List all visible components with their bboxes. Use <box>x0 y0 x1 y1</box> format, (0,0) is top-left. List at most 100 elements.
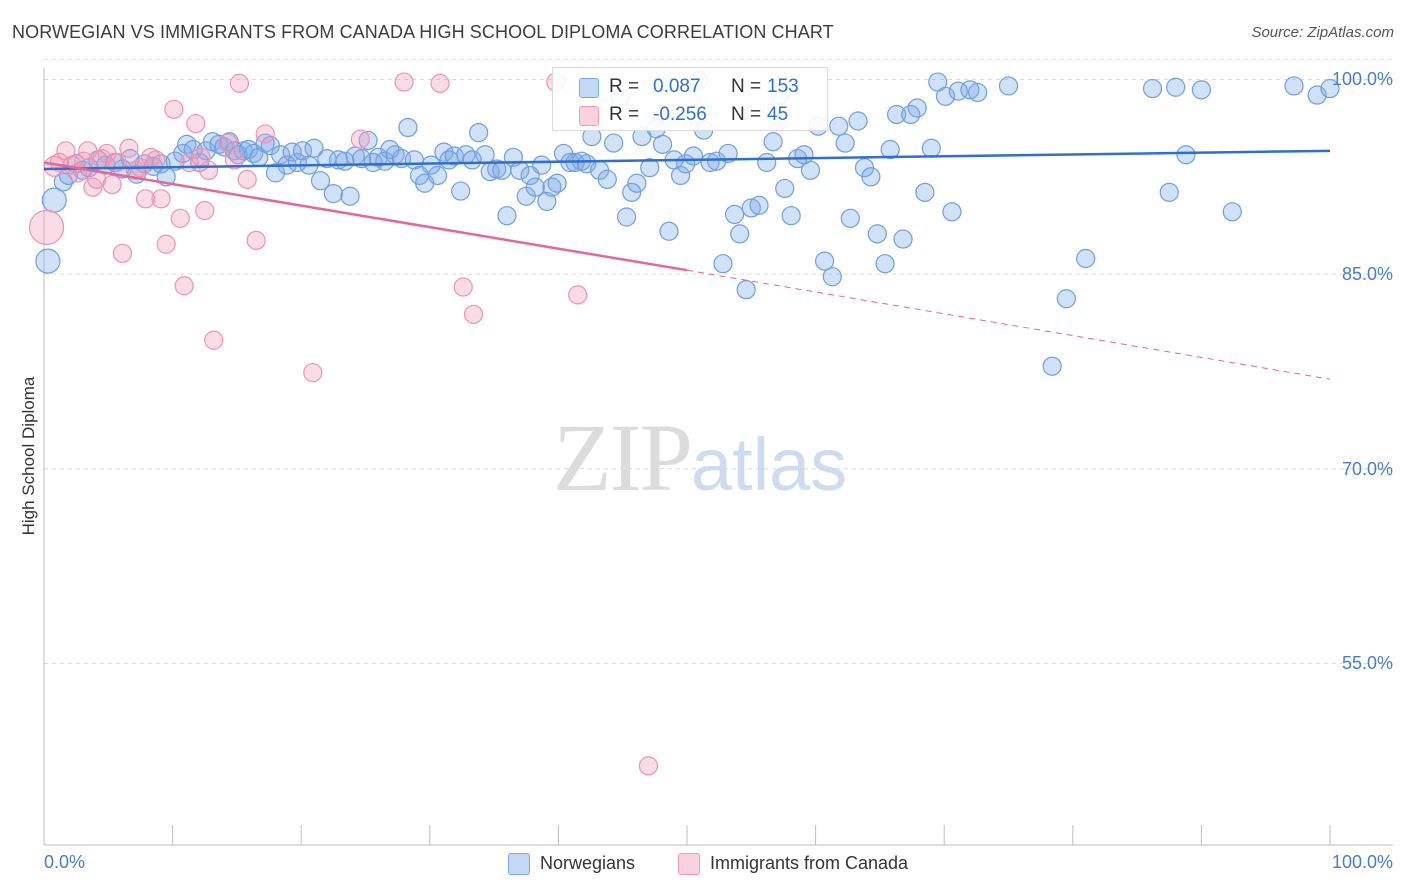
point-norwegians <box>968 82 988 103</box>
point-canada <box>156 234 176 254</box>
point-canada <box>237 169 257 189</box>
trend-lines <box>43 149 1331 380</box>
point-norwegians <box>800 160 821 180</box>
point-norwegians <box>829 116 849 136</box>
point-norwegians <box>659 221 679 241</box>
point-canada <box>199 160 219 180</box>
legend-swatch-norwegians <box>508 853 530 875</box>
point-canada <box>146 150 166 170</box>
trend-line-canada <box>43 161 688 272</box>
point-norwegians <box>757 152 777 173</box>
point-canada <box>186 113 206 134</box>
point-canada <box>463 304 484 324</box>
point-canada <box>204 330 224 350</box>
point-norwegians <box>942 202 962 222</box>
point-canada <box>350 129 370 149</box>
n-value: 153 <box>767 76 799 97</box>
point-canada <box>56 141 76 161</box>
point-norwegians <box>749 195 769 215</box>
point-norwegians <box>282 142 302 162</box>
point-norwegians <box>960 80 980 100</box>
point-norwegians <box>1159 182 1179 202</box>
point-norwegians <box>271 145 291 165</box>
point-norwegians <box>304 138 324 158</box>
r-label: R = <box>609 76 640 97</box>
point-norwegians <box>1042 356 1062 376</box>
point-norwegians <box>622 182 642 202</box>
point-norwegians <box>1166 77 1186 97</box>
point-canada <box>170 208 190 228</box>
point-canada <box>568 285 588 305</box>
chart-source: Source: ZipAtlas.com <box>1251 24 1394 41</box>
point-norwegians <box>310 171 331 191</box>
point-norwegians <box>840 208 860 228</box>
point-norwegians <box>375 151 395 171</box>
legend-swatch-canada <box>678 853 700 875</box>
point-canada <box>430 73 450 93</box>
watermark: ZIPatlas <box>553 402 847 513</box>
point-norwegians <box>998 76 1019 96</box>
point-norwegians <box>462 150 482 170</box>
legend-label: Immigrants from Canada <box>710 853 909 873</box>
point-norwegians <box>724 204 745 225</box>
point-norwegians <box>287 152 307 173</box>
trend-line-norwegians <box>43 149 1331 171</box>
point-norwegians <box>880 139 900 160</box>
n-value: 45 <box>767 104 789 125</box>
x-tick-label: 100.0% <box>1331 852 1393 872</box>
watermark-zip: ZIP <box>553 404 693 511</box>
point-norwegians <box>340 186 360 206</box>
point-canada <box>218 133 238 153</box>
axes <box>43 68 1393 846</box>
point-norwegians <box>670 165 691 186</box>
point-norwegians <box>265 163 286 183</box>
point-norwegians <box>537 191 557 212</box>
stats-box: R = 0.087 N = 153 R = -0.256 N = 45 <box>552 67 828 131</box>
point-norwegians <box>706 151 727 171</box>
y-tick-label: 70.0% <box>1341 458 1393 479</box>
point-canada <box>394 72 414 92</box>
point-norwegians <box>1076 248 1096 269</box>
point-norwegians <box>815 251 835 271</box>
point-canada <box>125 160 145 180</box>
point-norwegians <box>398 117 418 138</box>
point-norwegians <box>532 155 552 175</box>
point-norwegians <box>713 254 733 274</box>
point-norwegians <box>921 138 941 158</box>
point-norwegians <box>1320 78 1340 99</box>
point-norwegians <box>1176 145 1196 165</box>
stats-row-norwegians: R = 0.087 N = 153 <box>553 74 827 102</box>
point-norwegians <box>292 141 313 161</box>
point-norwegians <box>358 130 378 151</box>
point-norwegians <box>741 198 761 218</box>
n-label: N = <box>731 104 762 125</box>
point-norwegians <box>867 224 887 244</box>
stats-row-canada: R = -0.256 N = 45 <box>553 102 827 130</box>
point-norwegians <box>763 132 783 152</box>
point-norwegians <box>1284 76 1304 96</box>
point-canada <box>174 276 194 296</box>
point-norwegians <box>323 184 343 204</box>
y-tick-label: 85.0% <box>1341 264 1393 285</box>
point-norwegians <box>616 207 637 227</box>
point-canada <box>303 363 323 383</box>
point-norwegians <box>1056 289 1076 309</box>
point-norwegians <box>700 152 720 173</box>
point-norwegians <box>604 133 624 153</box>
point-norwegians <box>525 177 545 197</box>
point-norwegians <box>1191 80 1212 100</box>
chart-title: NORWEGIAN VS IMMIGRANTS FROM CANADA HIGH… <box>12 22 834 42</box>
point-canada <box>453 277 473 297</box>
r-value: 0.087 <box>653 76 701 97</box>
point-norwegians <box>848 111 868 131</box>
point-norwegians <box>427 165 448 186</box>
point-canada <box>28 209 65 245</box>
point-norwegians <box>822 267 842 287</box>
point-norwegians <box>597 169 617 189</box>
r-value: -0.256 <box>653 104 707 125</box>
r-label: R = <box>609 104 640 125</box>
point-norwegians <box>497 206 517 226</box>
legend-label: Norwegians <box>540 853 636 873</box>
point-canada <box>151 189 171 209</box>
